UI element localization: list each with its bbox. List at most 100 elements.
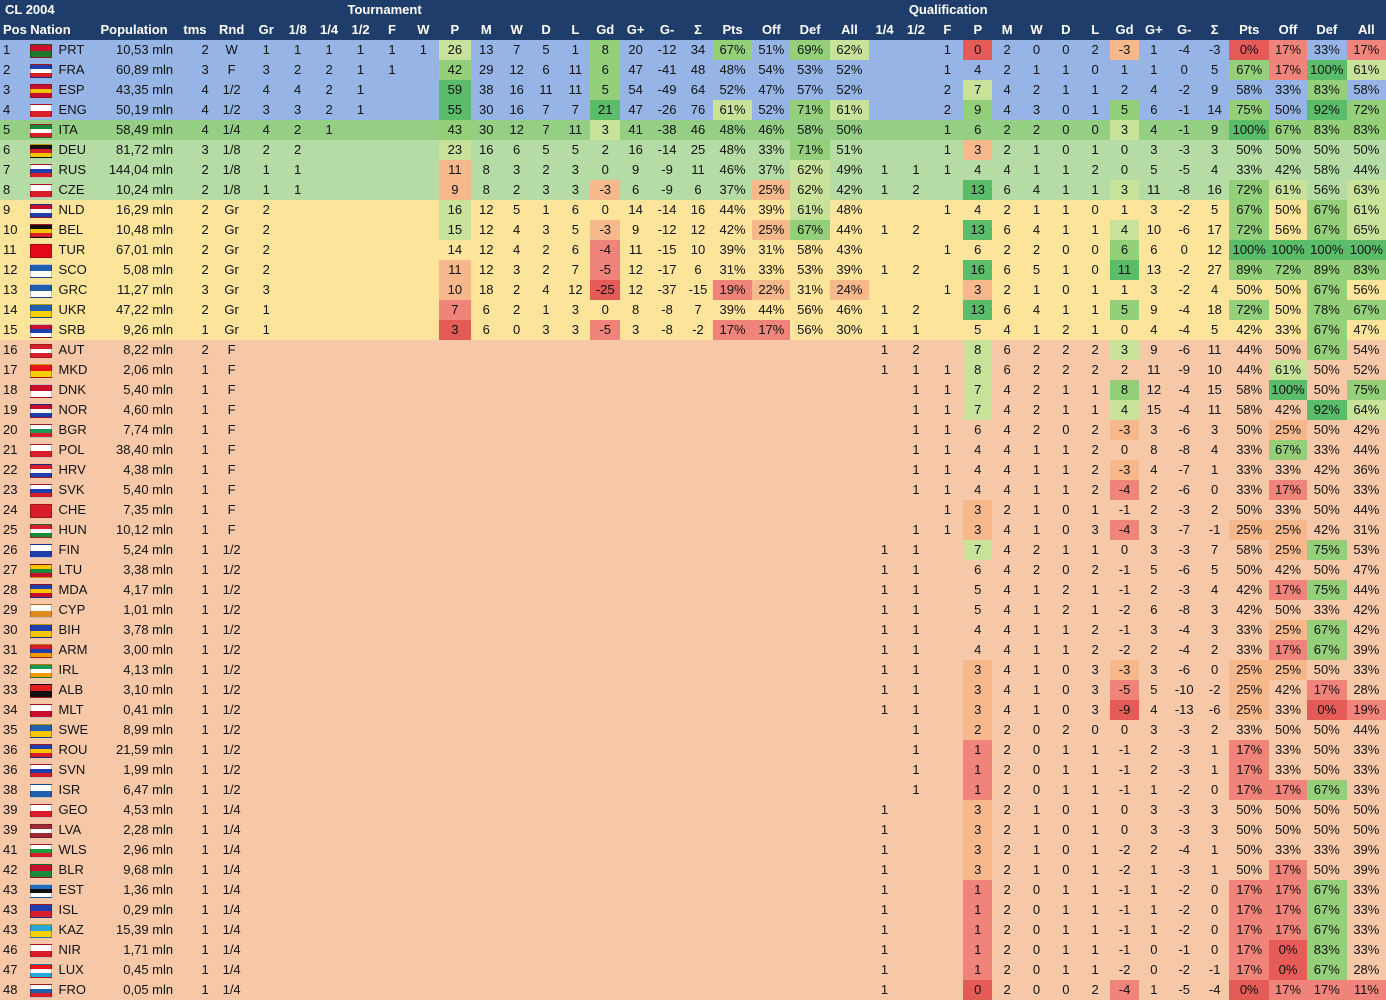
qualification-cell: -1	[1109, 760, 1140, 780]
qualification-cell: -2	[1168, 780, 1200, 800]
tournament-cell	[590, 820, 621, 840]
qualification-cell: 2	[1139, 580, 1169, 600]
tournament-cell	[344, 780, 377, 800]
qualification-cell: 1	[1051, 920, 1081, 940]
qualification-cell: 2	[1051, 360, 1081, 380]
flag-icon	[30, 763, 53, 778]
qualification-cell: 1	[1021, 140, 1052, 160]
qualification-cell: 1	[900, 620, 932, 640]
population-cell: 0,45 mln	[97, 960, 178, 980]
tournament-cell	[752, 640, 791, 660]
qualification-cell: 3	[1139, 820, 1169, 840]
tournament-cell	[620, 680, 651, 700]
tournament-cell	[790, 920, 831, 940]
qualification-cell: 1	[1051, 620, 1081, 640]
qualification-cell: 2	[992, 900, 1022, 920]
tournament-cell	[250, 380, 282, 400]
qualification-cell: -1	[1109, 900, 1140, 920]
qualification-cell: -3	[1109, 460, 1140, 480]
qualification-cell: 42%	[1269, 560, 1307, 580]
tournament-cell	[620, 920, 651, 940]
qualification-cell: 1	[1021, 320, 1052, 340]
flag-cell	[27, 680, 56, 700]
tournament-cell	[531, 500, 561, 520]
qualification-cell: 11	[1109, 260, 1140, 280]
qualification-cell: 4	[992, 100, 1022, 120]
qualification-cell: -13	[1168, 700, 1200, 720]
nation-code: BGR	[55, 420, 98, 440]
qualification-cell: 17%	[1229, 880, 1270, 900]
tournament-cell	[313, 300, 345, 320]
tournament-cell	[376, 380, 408, 400]
tournament-cell	[620, 600, 651, 620]
qualification-cell: 25%	[1229, 700, 1270, 720]
qualification-cell: 1	[931, 60, 964, 80]
qualification-cell: 9	[1139, 300, 1169, 320]
qualification-cell: 1	[1051, 460, 1081, 480]
tournament-cell	[313, 800, 345, 820]
position-cell: 36	[0, 760, 28, 780]
flag-cell	[27, 380, 56, 400]
qualification-cell: 2	[1021, 120, 1052, 140]
tournament-cell	[502, 860, 532, 880]
nation-code: CHE	[55, 500, 98, 520]
qualification-cell: 61%	[1346, 60, 1386, 80]
qualification-cell: 33%	[1346, 480, 1386, 500]
tournament-cell	[683, 980, 713, 1000]
flag-icon	[30, 783, 53, 798]
tournament-cell	[407, 440, 440, 460]
qualification-cell	[931, 220, 964, 240]
tournament-cell	[712, 380, 753, 400]
flag-icon	[30, 363, 53, 378]
qualification-cell: 1	[900, 740, 932, 760]
qualification-cell: 83%	[1306, 940, 1347, 960]
tournament-cell	[502, 500, 532, 520]
qualification-cell: 3	[963, 840, 993, 860]
nation-code: DNK	[55, 380, 98, 400]
tournament-cell	[790, 360, 831, 380]
population-cell: 1,99 mln	[97, 760, 178, 780]
qualification-cell: 4	[1199, 440, 1230, 460]
table-row: 43 EST 1,36 mln 1 1/4 1 1 2 0 1 1 -1 1 -2 0 17% 17% 67% 33…	[0, 880, 1386, 900]
qualification-cell: 1	[1051, 640, 1081, 660]
qualification-cell: -3	[1168, 540, 1200, 560]
round-cell: 1/4	[212, 920, 251, 940]
round-cell: 1/2	[212, 720, 251, 740]
tournament-label: Tournament	[250, 0, 869, 20]
qualification-cell: -2	[1168, 920, 1200, 940]
tournament-cell	[407, 880, 440, 900]
tournament-cell: 6	[590, 60, 621, 80]
position-cell: 21	[0, 440, 28, 460]
round-cell: Gr	[212, 220, 251, 240]
qualification-cell: 1	[900, 580, 932, 600]
tournament-cell: 17%	[752, 320, 791, 340]
qualification-cell: 2	[992, 800, 1022, 820]
qualification-cell: -3	[1109, 660, 1140, 680]
tournament-cell	[712, 860, 753, 880]
tournament-cell	[439, 800, 471, 820]
qualification-cell: 1	[1021, 160, 1052, 180]
qualification-cell: 2	[1080, 560, 1110, 580]
flag-icon	[30, 263, 53, 278]
tournament-cell	[470, 500, 502, 520]
tournament-cell	[344, 420, 377, 440]
tournament-cell	[790, 560, 831, 580]
qualification-cell: 3	[1199, 600, 1230, 620]
tournament-cell	[250, 920, 282, 940]
qualification-cell: 50%	[1346, 140, 1386, 160]
teams-cell: 1	[177, 820, 213, 840]
qualification-cell	[900, 960, 932, 980]
qualification-cell: 0	[1021, 720, 1052, 740]
qualification-cell: 1	[1080, 540, 1110, 560]
qualification-cell: 4	[963, 460, 993, 480]
qualification-cell: 11	[1139, 360, 1169, 380]
qualification-cell: -7	[1168, 520, 1200, 540]
population-cell: 11,27 mln	[97, 280, 178, 300]
teams-cell: 1	[177, 700, 213, 720]
qualification-cell: 1	[900, 160, 932, 180]
qualification-cell	[931, 740, 964, 760]
qualification-cell: 4	[992, 420, 1022, 440]
qualification-cell: 50%	[1229, 560, 1270, 580]
tournament-cell	[439, 620, 471, 640]
tournament-cell	[830, 640, 869, 660]
